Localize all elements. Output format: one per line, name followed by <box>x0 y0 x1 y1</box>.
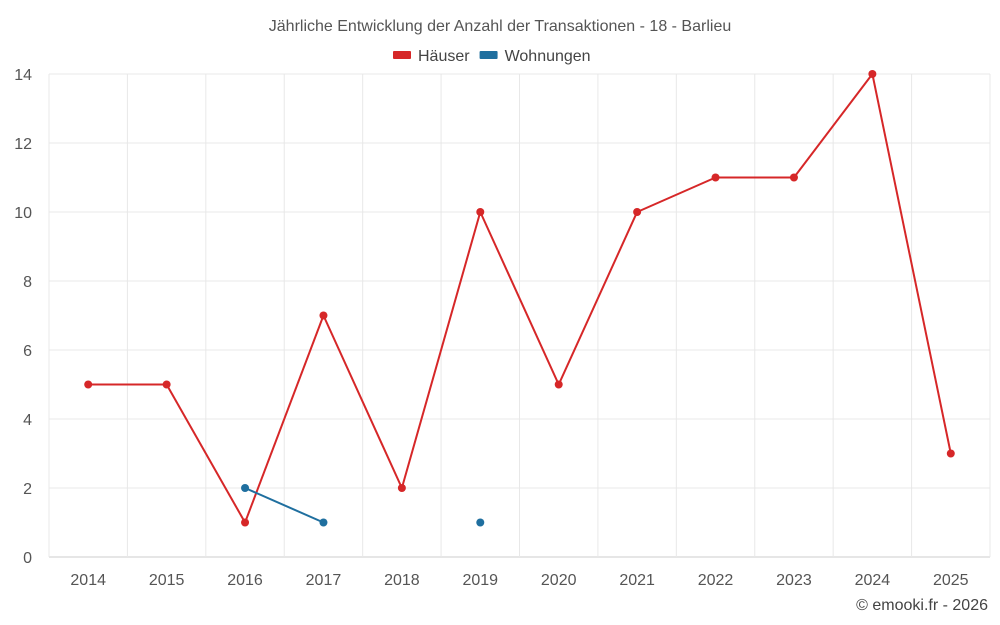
legend-label: Wohnungen <box>505 48 591 65</box>
x-tick-label: 2014 <box>70 572 106 589</box>
legend-item[interactable]: Häuser <box>393 48 470 65</box>
x-tick-label: 2020 <box>541 572 577 589</box>
data-point[interactable] <box>84 380 93 389</box>
series-line-segment <box>557 211 639 385</box>
x-axis: 2014 2015 2016 2017 2018 2019 2020 2021 2022 2023… <box>70 572 968 589</box>
y-tick-label: 2 <box>23 481 32 498</box>
y-tick-label: 8 <box>23 274 32 291</box>
series-line-segment <box>244 315 325 523</box>
data-point[interactable] <box>319 518 328 527</box>
data-point[interactable] <box>633 208 642 216</box>
series-line-segment <box>479 211 560 385</box>
y-tick-label: 4 <box>23 412 32 429</box>
y-tick-label: 6 <box>23 343 32 360</box>
x-tick-label: 2021 <box>619 572 655 589</box>
x-tick-label: 2015 <box>149 572 185 589</box>
data-point[interactable] <box>241 518 250 527</box>
x-tick-label: 2024 <box>855 572 891 589</box>
x-tick-label: 2019 <box>462 572 498 589</box>
data-point[interactable] <box>397 484 406 492</box>
series-layer <box>84 70 955 527</box>
x-tick-label: 2022 <box>698 572 734 589</box>
data-point[interactable] <box>789 173 798 182</box>
series-line-segment <box>165 384 246 523</box>
data-point[interactable] <box>241 484 250 492</box>
y-tick-label: 10 <box>14 205 32 222</box>
series-h-user <box>84 70 955 527</box>
series-line-segment <box>322 315 403 489</box>
data-point[interactable] <box>711 173 720 182</box>
legend-swatch <box>393 51 411 59</box>
data-point[interactable] <box>476 518 485 527</box>
series-line-segment <box>636 176 716 213</box>
data-point[interactable] <box>554 380 563 389</box>
y-axis: 0 2 4 6 8 10 12 14 <box>14 67 32 567</box>
credit-text: © emooki.fr - 2026 <box>856 597 988 614</box>
series-wohnungen <box>241 484 485 527</box>
legend-item[interactable]: Wohnungen <box>479 48 591 65</box>
y-tick-label: 12 <box>14 136 32 153</box>
y-tick-label: 0 <box>23 550 32 567</box>
x-tick-label: 2016 <box>227 572 263 589</box>
series-line-segment <box>244 487 324 524</box>
data-point[interactable] <box>946 449 955 458</box>
y-tick-label: 14 <box>14 67 32 84</box>
chart-title: Jährliche Entwicklung der Anzahl der Tra… <box>269 18 731 35</box>
data-point[interactable] <box>319 311 328 320</box>
data-point[interactable] <box>476 208 485 216</box>
x-tick-label: 2018 <box>384 572 420 589</box>
grid <box>48 73 991 558</box>
data-point[interactable] <box>162 380 171 389</box>
x-tick-label: 2023 <box>776 572 812 589</box>
x-tick-label: 2025 <box>933 572 969 589</box>
legend-swatch <box>479 51 498 59</box>
x-tick-label: 2017 <box>306 572 342 589</box>
series-line-segment <box>400 211 482 489</box>
legend-label: Häuser <box>418 48 470 65</box>
data-point[interactable] <box>868 70 877 78</box>
series-line-segment <box>793 73 874 179</box>
legend: Häuser Wohnungen <box>393 48 591 65</box>
series-line-segment <box>871 73 952 454</box>
